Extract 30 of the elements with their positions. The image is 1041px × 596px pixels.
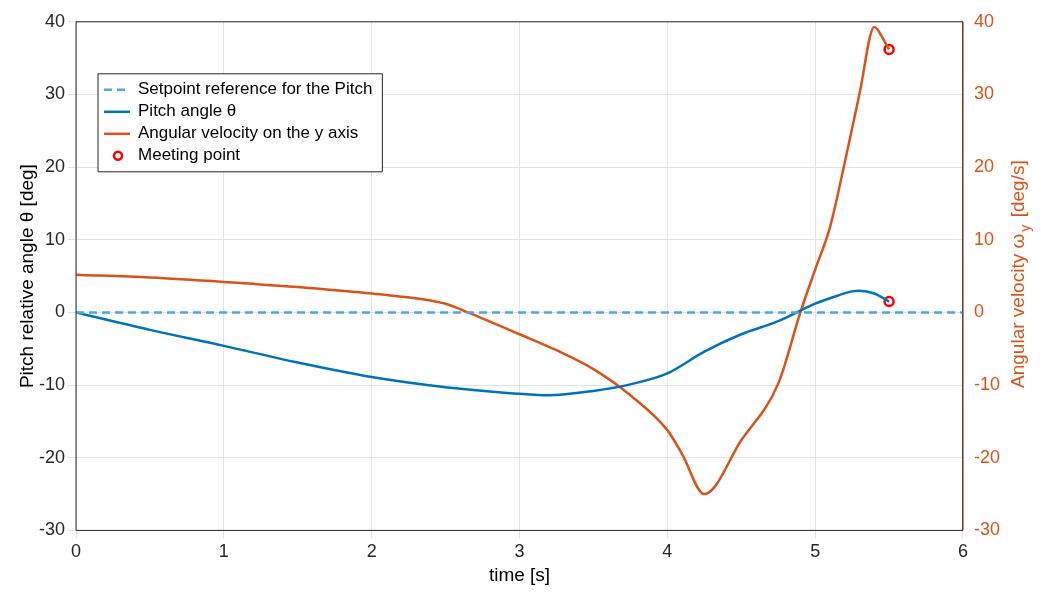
y-tick-label: 10 xyxy=(44,228,66,249)
x-tick-label: 1 xyxy=(218,541,229,562)
y-tick-label: -30 xyxy=(39,519,66,540)
x-tick-label: 2 xyxy=(366,541,377,562)
y2-tick-label: 20 xyxy=(973,156,995,177)
y-tick-label: -20 xyxy=(39,446,66,467)
y-tick-label: -10 xyxy=(39,374,66,395)
y2-tick-label: 0 xyxy=(973,301,984,322)
y2-tick-label: 30 xyxy=(973,83,995,104)
y2-tick-label: -10 xyxy=(973,374,1000,395)
y2-tick-label: -20 xyxy=(973,446,1000,467)
y2-axis-title: Angular velocity ωy [deg/s] xyxy=(1007,160,1033,388)
y2-tick-label: 10 xyxy=(973,228,995,249)
legend-label: Meeting point xyxy=(138,145,241,165)
y-tick-label: 0 xyxy=(55,301,66,322)
x-tick-label: 0 xyxy=(71,541,82,562)
y-tick-label: 30 xyxy=(44,83,66,104)
legend-label: Angular velocity on the y axis xyxy=(138,123,359,143)
x-axis-title: time [s] xyxy=(488,564,551,586)
y2-tick-label: -30 xyxy=(973,519,1000,540)
x-tick-label: 4 xyxy=(662,541,673,562)
x-tick-label: 6 xyxy=(957,541,968,562)
y-tick-label: 40 xyxy=(44,10,66,31)
legend-label: Pitch angle θ xyxy=(138,101,237,121)
legend-label: Setpoint reference for the Pitch xyxy=(138,79,373,99)
y-tick-label: 20 xyxy=(44,156,66,177)
x-tick-label: 3 xyxy=(514,541,525,562)
y-axis-title: Pitch relative angle θ [deg] xyxy=(16,164,38,389)
x-tick-label: 5 xyxy=(810,541,821,562)
y2-tick-label: 40 xyxy=(973,10,995,31)
